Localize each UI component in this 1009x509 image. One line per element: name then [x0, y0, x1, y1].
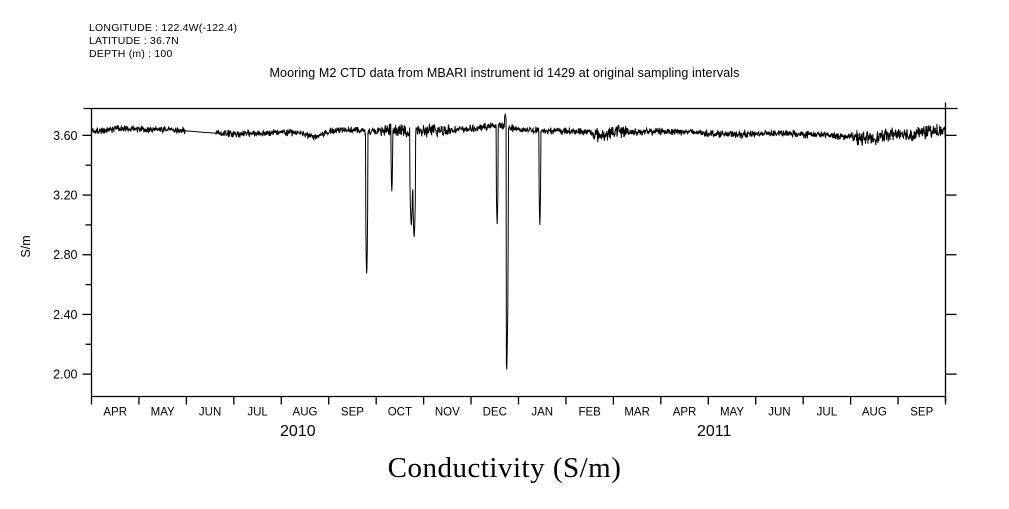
- data-series-conductivity: [91, 112, 946, 370]
- y-axis-tick-labels: 2.00 2.40 2.80 3.20 3.60: [53, 129, 77, 382]
- longitude-label: LONGITUDE : 122.4W(-122.4): [89, 22, 238, 34]
- y-tick-label: 2.80: [53, 248, 77, 262]
- x-tick-label: JUN: [768, 407, 790, 419]
- x-tick-label: AUG: [862, 407, 887, 419]
- x-tick-label: NOV: [435, 407, 460, 419]
- y-tick-label: 3.20: [53, 189, 77, 203]
- y-axis-title: S/m: [19, 235, 33, 257]
- x-tick-label: OCT: [388, 407, 412, 419]
- x-axis-ticks: [90, 396, 947, 405]
- latitude-label: LATITUDE : 36.7N: [89, 35, 179, 48]
- y-tick-label: 2.40: [53, 308, 77, 322]
- x-tick-label: SEP: [910, 407, 933, 419]
- depth-label: DEPTH (m) : 100: [89, 48, 173, 61]
- x-tick-label: FEB: [578, 407, 601, 419]
- x-tick-label: AUG: [293, 407, 318, 419]
- x-tick-label: MAY: [720, 407, 744, 419]
- conductivity-trace: [91, 112, 946, 370]
- figure-caption: Conductivity (S/m): [387, 452, 622, 484]
- x-tick-label: JUN: [199, 407, 221, 419]
- y-axis-ticks: [82, 134, 957, 375]
- y-tick-label: 2.00: [53, 368, 77, 382]
- x-tick-label: DEC: [483, 407, 507, 419]
- x-tick-label: SEP: [341, 407, 364, 419]
- x-tick-label: MAY: [151, 407, 175, 419]
- x-axis-tick-labels: APR MAY JUN JUL AUG SEP OCT NOV DEC JAN FEB MAR APR M…: [103, 407, 933, 419]
- station-metadata: LONGITUDE : 122.4W(-122.4) LATITUDE : 36…: [89, 22, 237, 62]
- y-tick-label: 3.60: [53, 129, 77, 143]
- x-tick-label: APR: [673, 407, 697, 419]
- x-tick-label: APR: [103, 407, 127, 419]
- year-label-2010: 2010: [280, 423, 316, 440]
- x-tick-label: MAR: [624, 407, 650, 419]
- x-tick-label: JAN: [531, 407, 553, 419]
- y-axis-title-text: S/m: [19, 235, 33, 257]
- x-tick-label: JUL: [817, 407, 838, 419]
- chart-title: Mooring M2 CTD data from MBARI instrumen…: [269, 66, 740, 80]
- x-tick-label: JUL: [247, 407, 268, 419]
- year-label-2011: 2011: [697, 423, 732, 440]
- axis-frame: [83, 102, 958, 403]
